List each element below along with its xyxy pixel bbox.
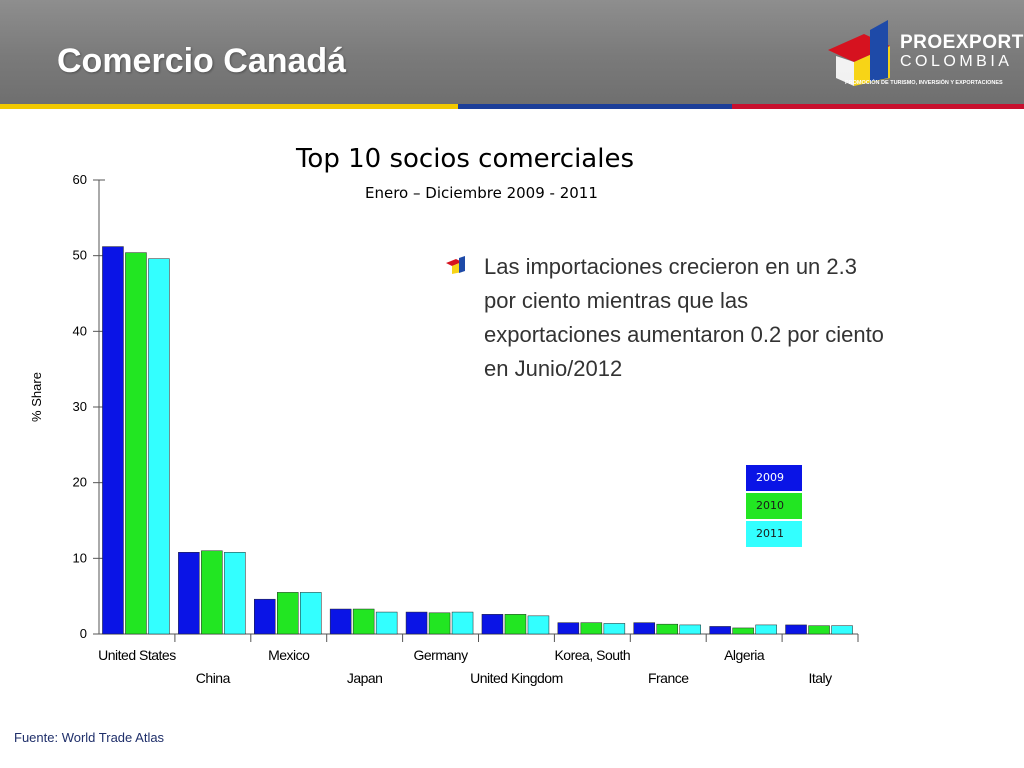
bar-2009-9 bbox=[785, 624, 807, 635]
bar-2011-3 bbox=[375, 611, 398, 635]
chart-subtitle: Enero – Diciembre 2009 - 2011 bbox=[365, 184, 598, 202]
bar-2009-0 bbox=[102, 246, 124, 635]
bar-2011-9 bbox=[831, 625, 853, 635]
bar-2011-0 bbox=[148, 258, 170, 635]
y-tick-label: 0 bbox=[80, 626, 87, 641]
y-tick-label: 60 bbox=[73, 172, 87, 187]
bar-2009-4 bbox=[405, 611, 428, 635]
proexport-cube-icon bbox=[446, 256, 465, 274]
x-tick-label: Italy bbox=[808, 670, 832, 686]
y-tick-label: 50 bbox=[73, 248, 87, 263]
y-tick-label: 40 bbox=[73, 323, 87, 338]
bar-2011-6 bbox=[603, 623, 626, 635]
chart-title: Top 10 socios comerciales bbox=[295, 144, 635, 174]
stripe-blue bbox=[458, 104, 732, 109]
bar-2010-4 bbox=[428, 612, 451, 635]
bar-2009-1 bbox=[178, 552, 200, 635]
legend-item-2010: 2010 bbox=[746, 493, 802, 519]
bar-2010-2 bbox=[277, 592, 299, 635]
source-note: Fuente: World Trade Atlas bbox=[14, 730, 165, 745]
bar-2009-3 bbox=[329, 608, 352, 635]
logo-brand-text: PROEXPORT bbox=[900, 32, 1024, 53]
bar-2010-5 bbox=[504, 614, 527, 635]
bar-2011-7 bbox=[679, 624, 701, 635]
bar-2009-8 bbox=[709, 626, 731, 635]
stripe-red bbox=[732, 104, 1024, 109]
stripe-yellow bbox=[0, 104, 458, 109]
bar-2009-6 bbox=[557, 622, 580, 635]
bar-2010-7 bbox=[656, 623, 678, 635]
x-tick-label: Korea, South bbox=[554, 647, 630, 663]
y-tick-label: 20 bbox=[73, 475, 87, 490]
x-tick-label: Japan bbox=[347, 670, 383, 686]
bar-2009-5 bbox=[481, 614, 504, 635]
bar-2011-5 bbox=[527, 615, 550, 635]
logo-tagline: PROMOCIÓN DE TURISMO, INVERSIÓN Y EXPORT… bbox=[845, 80, 1003, 86]
bar-2010-6 bbox=[580, 622, 603, 635]
x-tick-label: China bbox=[196, 670, 231, 686]
legend-item-2009: 2009 bbox=[746, 465, 802, 491]
logo-sub-text: COLOMBIA bbox=[900, 53, 1013, 70]
proexport-logo-icon bbox=[828, 20, 890, 86]
x-tick-label: Algeria bbox=[724, 647, 765, 663]
bar-2011-4 bbox=[451, 611, 474, 635]
y-axis-label: % Share bbox=[29, 372, 44, 422]
x-tick-label: France bbox=[648, 670, 689, 686]
bar-2011-1 bbox=[224, 552, 246, 635]
bar-2009-2 bbox=[254, 598, 276, 635]
x-tick-label: United States bbox=[98, 647, 176, 663]
bar-2010-9 bbox=[808, 625, 830, 635]
bar-2009-7 bbox=[633, 622, 655, 635]
legend-item-2011: 2011 bbox=[746, 521, 802, 547]
bar-2010-3 bbox=[352, 608, 375, 635]
chart-legend: 2009 2010 2011 bbox=[746, 465, 802, 549]
page-title: Comercio Canadá bbox=[57, 42, 347, 80]
bar-2011-8 bbox=[755, 624, 777, 635]
y-tick-label: 10 bbox=[73, 550, 87, 565]
bar-2011-2 bbox=[300, 592, 322, 635]
x-tick-label: Germany bbox=[414, 647, 469, 663]
x-tick-label: Mexico bbox=[268, 647, 310, 663]
bar-2010-0 bbox=[125, 252, 147, 635]
bar-2010-8 bbox=[732, 627, 754, 635]
bar-2010-1 bbox=[201, 550, 223, 635]
bullet-text: Las importaciones crecieron en un 2.3 po… bbox=[484, 254, 884, 381]
x-tick-label: United Kingdom bbox=[470, 670, 563, 686]
y-tick-label: 30 bbox=[73, 399, 87, 414]
